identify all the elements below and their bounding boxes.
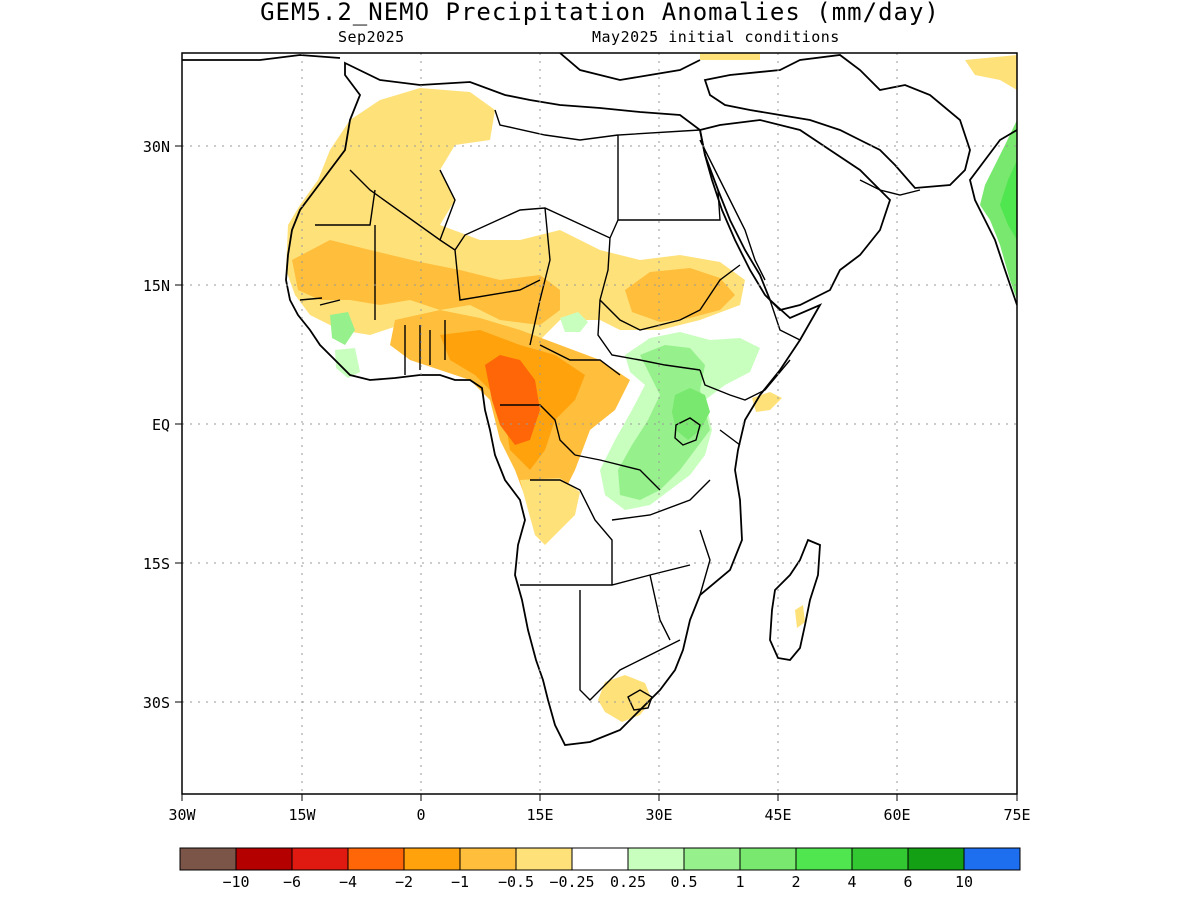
colorbar-swatch [291,847,349,871]
lat-label: 15N [143,277,170,295]
colorbar-label: 10 [955,873,973,891]
india-coastline [969,129,1017,306]
lon-label: 30W [168,806,196,824]
coastlines [182,53,1017,746]
colorbar-swatch [179,847,237,871]
wet-region-india-west [980,120,1017,300]
colorbar-label: 0.25 [610,873,646,891]
graticule [182,53,1017,794]
lat-label: 30N [143,138,170,156]
colorbar-label: 4 [847,873,856,891]
lat-label: 15S [143,555,170,573]
colorbar-label: −1 [451,873,469,891]
wet-region-india-core [1000,160,1017,240]
lon-label: 30E [645,806,672,824]
colorbar-swatch [907,847,965,871]
lon-label: 45E [764,806,791,824]
lon-label: 15W [288,806,316,824]
colorbar-swatch [459,847,517,871]
lon-label: 60E [883,806,910,824]
lake-victoria-outline [674,417,701,446]
dry-region-iran [965,55,1017,90]
forecast-month: Sep2025 [338,28,405,46]
africa-coastline [285,61,823,746]
madagascar-coastline [769,538,821,661]
dry-region-sahel-core [292,240,560,325]
wet-region-cameroon-spot [560,312,588,332]
wet-region-west-coast [330,312,355,345]
colorbar-label: −0.25 [549,873,594,891]
lon-label: 75E [1003,806,1030,824]
colorbar-swatch [571,847,629,871]
colorbar-label: 6 [903,873,912,891]
colorbar-label: −10 [222,873,249,891]
arabia-coastline [698,119,892,311]
colorbar-swatch [627,847,685,871]
colorbar-label: −6 [283,873,301,891]
anomaly-field [286,53,1017,722]
colorbar-label: −2 [395,873,413,891]
lat-label: 30S [143,694,170,712]
dry-region-angola [520,478,580,545]
colorbar-swatch [795,847,853,871]
colorbar-label: 2 [791,873,800,891]
latitude-labels: 30N 15N EQ 15S 30S [143,138,170,712]
dry-region-madagascar [795,605,805,628]
dry-region-congo-west [485,355,540,445]
colorbar-swatch [963,847,1021,871]
colorbar-label: 1 [735,873,744,891]
colorbar: −10 −6 −4 −2 −1 −0.5 −0.25 0.25 0.5 1 2 4 6 10 [179,847,1021,891]
colorbar-swatch [739,847,797,871]
dry-region-south-africa [598,675,652,722]
wet-region-guinea [335,348,360,378]
colorbar-label: −4 [339,873,357,891]
colorbar-label: −0.5 [498,873,534,891]
colorbar-swatch [683,847,741,871]
colorbar-swatch [235,847,293,871]
initial-conditions-label: May2025 initial conditions [592,28,840,46]
colorbar-swatch [347,847,405,871]
tick-marks [175,145,1018,801]
dry-region-north-coast [700,53,760,60]
wet-region-lake-victoria [672,388,710,440]
lon-label: 15E [526,806,553,824]
colorbar-swatch [851,847,909,871]
dry-region-central-sahel [625,268,735,322]
arabia-north [703,54,971,189]
persian-gulf-coast [859,179,921,196]
longitude-labels: 30W 15W 0 15E 30E 45E 60E 75E [168,806,1030,824]
lesotho-outline [627,689,653,711]
red-sea-coast [699,139,766,281]
lon-label: 0 [416,806,425,824]
country-borders [299,109,801,701]
europe-coast [182,53,701,81]
colorbar-label: 0.5 [670,873,697,891]
colorbar-swatch [403,847,461,871]
colorbar-swatch [515,847,573,871]
wet-region-great-lakes [618,345,710,500]
lat-label: EQ [152,416,170,434]
map-title: GEM5.2_NEMO Precipitation Anomalies (mm/… [260,0,940,26]
